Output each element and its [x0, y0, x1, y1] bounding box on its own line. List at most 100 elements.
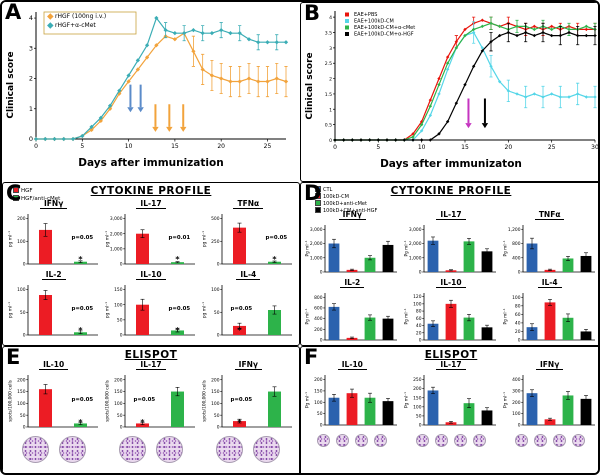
svg-text:0: 0: [217, 425, 220, 431]
bar: [38, 389, 52, 427]
mini-chart: IL-17 Pg ml⁻¹ 0 50 100 150 200 250: [402, 360, 501, 447]
svg-text:150: 150: [413, 395, 422, 401]
mini-chart-title: IFNγ: [40, 199, 68, 209]
svg-text:200: 200: [413, 386, 422, 392]
panel-c-charts: IFNγ pg ml⁻¹ 0 100 200 p=0.05 * IL-17 pg ml⁻¹ 0 1,…: [5, 199, 297, 341]
svg-text:0: 0: [419, 423, 422, 429]
svg-text:120: 120: [413, 294, 422, 300]
mini-chart: IL-4 Pg ml⁻¹ 0 20 40 60 80 100: [500, 278, 598, 346]
legend-label: HGF/anti-cMet: [21, 196, 61, 202]
panel-e-letter: E: [6, 345, 21, 369]
svg-text:2.5: 2.5: [325, 61, 332, 67]
mini-ylabel: Pg ml⁻¹: [305, 392, 311, 408]
panel-e-title: ELISPOT: [124, 349, 178, 361]
series-line: [36, 16, 286, 140]
bar: [268, 261, 282, 264]
panel-a: A Clinical score 0 1 2 3 4 0 5 10 15 20 25 rHGF (10…: [2, 2, 300, 182]
svg-text:15: 15: [461, 144, 469, 151]
bar: [233, 421, 247, 427]
bar: [481, 410, 493, 425]
legend-swatch: [13, 195, 19, 201]
svg-text:100: 100: [512, 295, 521, 301]
bar: [463, 403, 475, 425]
significance-star: *: [78, 418, 83, 427]
svg-text:1,000: 1,000: [110, 246, 123, 252]
svg-text:250: 250: [413, 377, 422, 383]
legend-label: EAE+100kD-CM+α-HGF: [354, 32, 414, 38]
svg-text:800: 800: [314, 295, 323, 301]
legend-item: HGF/anti-cMet: [13, 195, 60, 203]
svg-text:5: 5: [376, 144, 380, 151]
svg-text:50: 50: [416, 414, 422, 420]
bar-chart-IFNγ: Pg ml⁻¹ 0 100 200 300 400: [502, 375, 595, 429]
svg-text:2,000: 2,000: [409, 241, 422, 247]
bar: [427, 390, 439, 425]
bar-chart-IL-10: Pg ml⁻¹ 0 50 100 150 200: [305, 375, 398, 429]
svg-text:60: 60: [416, 316, 422, 322]
mini-chart: IFNγ Pg ml⁻¹ 0 100 200 300 400: [500, 360, 598, 447]
mini-chart: IL-2 Pg ml⁻¹ 0 200 400 600 800: [303, 278, 402, 346]
panel-e-charts: IL-10 spots/100,000 cells 0 50 100 150 200 p=0.…: [5, 360, 297, 463]
svg-text:1.5: 1.5: [325, 92, 332, 98]
series-line: [335, 22, 596, 141]
bar: [526, 243, 538, 272]
mini-chart: IFNγ spots/100,000 cells 0 50 100 150 200 p=0.0…: [200, 360, 297, 463]
bar: [445, 303, 457, 340]
panel-d-letter: D: [304, 181, 322, 205]
bar-chart-IL-10: pg ml⁻¹ 0 50 100 150 p=0.05 *: [104, 285, 195, 339]
legend-label: EAE+100kD-CM: [354, 19, 394, 25]
panel-d: D CYTOKINE PROFILE CTL 100kD-CM 100kD+anti…: [300, 181, 598, 346]
bar: [328, 306, 340, 340]
svg-text:3: 3: [329, 46, 332, 52]
mini-chart: IL-10 Pg ml⁻¹ 0 20 40 60 80 100 120: [402, 278, 501, 346]
legend-item: 100kD+anti-cMet: [315, 200, 377, 207]
svg-text:100: 100: [17, 239, 26, 245]
p-value: p=0.05: [71, 306, 93, 312]
significance-star: *: [238, 326, 243, 335]
svg-text:400: 400: [512, 377, 521, 383]
svg-text:10: 10: [418, 144, 426, 151]
svg-text:100: 100: [17, 287, 26, 293]
mini-chart-title: IFNγ: [234, 360, 262, 370]
legend-label: rHGF (100ng i.v.): [55, 13, 106, 20]
mini-chart-title: IL-4: [236, 270, 261, 280]
svg-text:200: 200: [314, 327, 323, 333]
panel-b: B Clinical score 0 0.5 1 1.5 2 2.5 3 3.5 4 0 5 10 15…: [300, 2, 598, 182]
svg-text:150: 150: [114, 287, 123, 293]
svg-text:1: 1: [329, 107, 332, 113]
mini-ylabel: pg ml⁻¹: [202, 302, 208, 318]
svg-text:15: 15: [171, 143, 179, 150]
svg-text:3,000: 3,000: [310, 227, 323, 233]
p-value: p=0.05: [71, 235, 93, 241]
elispot-wells-row: [5, 436, 102, 463]
bar-chart-IL-2: pg ml⁻¹ 0 50 100 p=0.05 *: [7, 285, 98, 339]
bar: [170, 262, 184, 264]
legend-label: EAE+100kD-CM+α-cMet: [354, 25, 415, 31]
bar: [233, 227, 247, 264]
elispot-well-image: [571, 434, 585, 447]
panel-e: E ELISPOT IL-10 spots/100,000 cells 0 50 100…: [2, 345, 300, 473]
mini-ylabel: pg ml⁻¹: [104, 231, 110, 247]
svg-text:0: 0: [34, 143, 38, 150]
mini-chart-title: IL-10: [39, 360, 69, 370]
clinical-score-chart-a: 0 1 2 3 4 0 5 10 15 20 25 rHGF (100ng i.v.) rHGF+α-c…: [29, 11, 289, 150]
svg-text:25: 25: [548, 144, 556, 151]
significance-star: *: [78, 255, 83, 264]
svg-text:200: 200: [17, 216, 26, 222]
injection-arrow-head: [127, 107, 134, 113]
p-value: p=0.05: [168, 306, 190, 312]
mini-ylabel: pg ml⁻¹: [104, 302, 110, 318]
p-value: p=0.05: [266, 235, 288, 241]
bar: [526, 393, 538, 425]
legend-label: CTL: [323, 187, 333, 193]
panel-c: C CYTOKINE PROFILE HGF HGF/anti-cMet IFNγ…: [2, 181, 300, 346]
bar-chart-IL-17: spots/100,000 cells 0 50 100 150 200 p=0.05 *: [104, 375, 195, 431]
mini-chart: TFNα pg ml⁻¹ 0 250 500 p=0.05 *: [200, 199, 297, 270]
elispot-well-image: [434, 434, 448, 447]
bar: [526, 327, 538, 340]
svg-text:100: 100: [413, 404, 422, 410]
svg-text:0: 0: [419, 338, 422, 344]
svg-text:300: 300: [512, 389, 521, 395]
legend-item: CTL: [315, 186, 377, 193]
svg-text:200: 200: [314, 377, 323, 383]
